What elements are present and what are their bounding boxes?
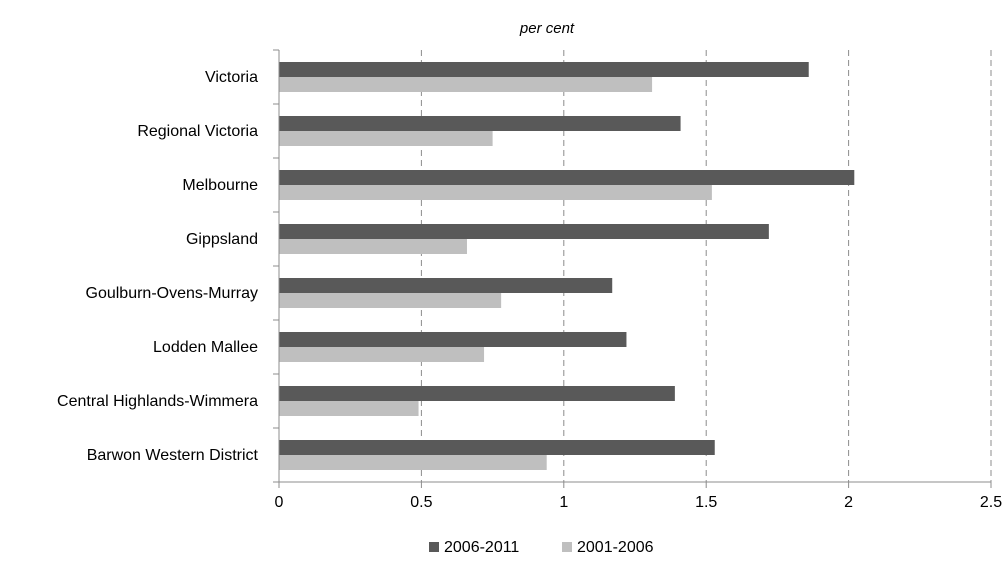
legend-swatch — [429, 542, 439, 552]
category-label: Gippsland — [186, 231, 258, 248]
bar-2006-2011 — [279, 170, 854, 185]
legend-label: 2001-2006 — [577, 539, 654, 556]
x-tick-label: 2 — [844, 494, 853, 511]
category-label: Lodden Mallee — [153, 339, 258, 356]
category-label: Regional Victoria — [137, 123, 258, 140]
legend-swatch — [562, 542, 572, 552]
category-label: Central Highlands-Wimmera — [57, 393, 258, 410]
bar-2001-2006 — [279, 131, 493, 146]
category-label: Melbourne — [182, 177, 258, 194]
bar-2001-2006 — [279, 185, 712, 200]
x-tick-label: 1 — [559, 494, 568, 511]
category-labels: Victoria Regional Victoria Melbourne Gippsl… — [57, 69, 259, 464]
x-tick-label: 1.5 — [695, 494, 717, 511]
bar-2006-2011 — [279, 116, 681, 131]
unit-label: per cent — [519, 20, 575, 37]
bar-2001-2006 — [279, 293, 501, 308]
x-tick-label: 2.5 — [980, 494, 1002, 511]
bar-2006-2011 — [279, 386, 675, 401]
gridlines — [421, 50, 991, 482]
bar-2001-2006 — [279, 239, 467, 254]
bar-2001-2006 — [279, 347, 484, 362]
legend: 2006-2011 2001-2006 — [429, 539, 654, 556]
bars — [279, 62, 854, 470]
legend-label: 2006-2011 — [444, 539, 519, 556]
bar-2001-2006 — [279, 401, 419, 416]
axes — [273, 50, 991, 488]
bar-2006-2011 — [279, 278, 612, 293]
bar-2001-2006 — [279, 77, 652, 92]
bar-2006-2011 — [279, 224, 769, 239]
x-tick-label: 0 — [275, 494, 284, 511]
category-label: Goulburn-Ovens-Murray — [86, 285, 259, 302]
bar-2006-2011 — [279, 62, 809, 77]
bar-2006-2011 — [279, 440, 715, 455]
x-tick-label: 0.5 — [410, 494, 432, 511]
bar-2006-2011 — [279, 332, 626, 347]
x-tick-labels: 0 0.5 1 1.5 2 2.5 — [275, 494, 1003, 511]
category-label: Barwon Western District — [87, 447, 259, 464]
category-label: Victoria — [205, 69, 258, 86]
bar-2001-2006 — [279, 455, 547, 470]
